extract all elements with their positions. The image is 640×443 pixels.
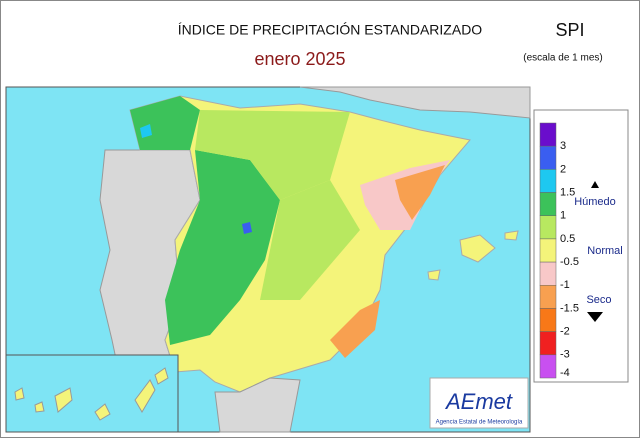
legend-swatch <box>539 169 557 193</box>
legend-tick-label: 0.5 <box>560 233 575 245</box>
ibiza <box>427 269 441 281</box>
legend-swatch <box>539 145 557 170</box>
subtitle: enero 2025 <box>254 49 345 69</box>
legend-tick-label: -4 <box>560 367 570 379</box>
france <box>299 86 531 119</box>
logo-box <box>429 377 529 429</box>
centre-wet <box>260 180 360 300</box>
legend-swatch <box>539 285 557 309</box>
mallorca <box>459 234 496 263</box>
map: AEmet Agencia Estatal de Meteorología <box>5 86 531 433</box>
title: ÍNDICE DE PRECIPITACIÓN ESTANDARIZADO <box>178 22 483 38</box>
up-arrow <box>591 181 599 188</box>
wet-label: Húmedo <box>574 196 616 208</box>
legend-swatch <box>539 192 557 216</box>
legend-tick-label: 2 <box>560 163 566 175</box>
logo-name: AEmet <box>444 389 513 414</box>
legend-swatch <box>539 308 557 332</box>
legend-swatch <box>539 261 557 286</box>
legend-tick-label: -3 <box>560 349 570 361</box>
menorca <box>504 230 519 241</box>
galicia-wet <box>130 96 200 150</box>
north-wet <box>195 110 350 200</box>
index-name: SPI <box>555 20 584 40</box>
legend-tick-label: -1 <box>560 279 570 291</box>
legend-swatch <box>539 331 557 356</box>
legend-swatch <box>539 215 557 240</box>
murcia-dry <box>330 300 380 358</box>
valencia-dry <box>395 165 445 220</box>
normal-label: Normal <box>587 245 622 257</box>
legend-tick-label: 3 <box>560 140 566 152</box>
legend-tick-label: -2 <box>560 326 570 338</box>
africa <box>214 377 301 433</box>
logo-agency: Agencia Estatal de Meteorología <box>436 420 523 426</box>
west-wet <box>165 150 280 345</box>
legend-tick-label: -1.5 <box>560 302 579 314</box>
blue-spot <box>242 222 252 234</box>
canary-islands <box>14 367 169 421</box>
legend-swatch <box>539 122 557 147</box>
legend-tick-label: 1.5 <box>560 186 575 198</box>
legend: Húmedo Normal Seco 3 2 1.5 1 0.5 -0.5 -1 -1.5 -2… <box>533 109 629 383</box>
dry-label: Seco <box>586 294 611 306</box>
legend-swatch <box>539 238 557 263</box>
legend-tick-label: -0.5 <box>560 256 579 268</box>
cyan-spot <box>140 124 152 138</box>
down-arrow <box>587 312 603 322</box>
legend-swatch <box>539 354 557 379</box>
legend-tick-label: 1 <box>560 210 566 222</box>
scale-note: (escala de 1 mes) <box>523 53 602 64</box>
